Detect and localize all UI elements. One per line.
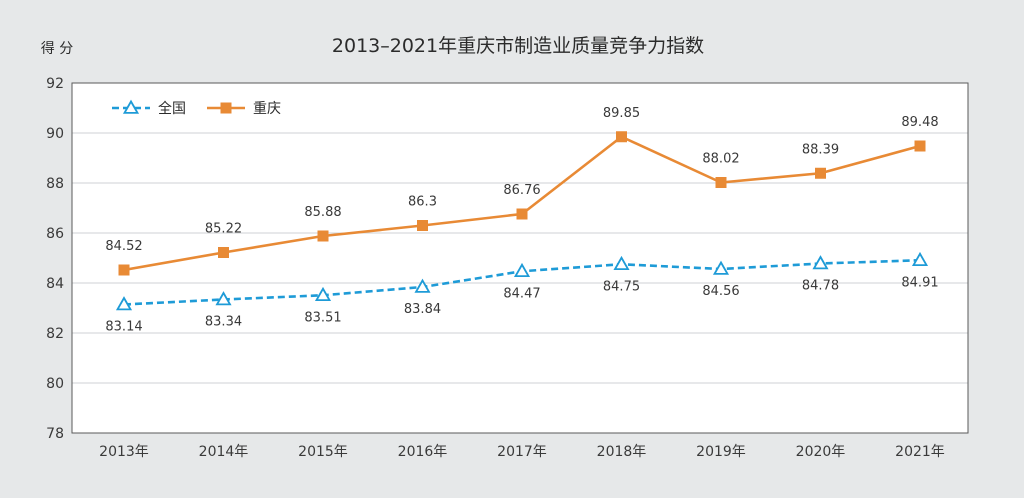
data-label: 84.52 [105,239,142,254]
data-label: 88.39 [802,142,839,157]
legend-label: 全国 [158,100,186,117]
data-label: 84.91 [901,275,938,290]
data-point [812,255,829,270]
data-label: 86.76 [503,183,540,198]
x-tick-label: 2021年 [895,444,945,460]
data-label: 84.47 [503,286,540,301]
data-point [414,278,431,293]
y-tick-label: 80 [46,376,64,392]
plot-border [71,82,969,434]
legend: 全国 重庆 [112,99,281,117]
data-label: 83.14 [105,320,142,335]
data-label: 84.56 [702,284,739,299]
chart-title: 2013–2021年重庆市制造业质量竞争力指数 [332,35,704,57]
y-tick-label: 90 [46,126,64,142]
y-tick-label: 78 [46,426,64,442]
data-point [815,167,826,179]
x-tick-label: 2019年 [696,444,746,460]
legend-item: 重庆 [207,101,281,117]
data-point [215,291,232,306]
data-point [712,260,730,275]
y-tick-label: 86 [46,226,64,242]
data-point [317,230,329,242]
data-point [516,208,528,220]
y-tick-label: 92 [46,76,64,92]
data-label: 83.51 [304,310,341,325]
y-tick-label: 82 [46,326,64,342]
y-axis-label: 得 分 [41,40,73,57]
data-label: 85.88 [304,205,341,220]
x-tick-label: 2016年 [398,444,448,460]
data-point [314,286,332,302]
data-label: 84.75 [603,279,640,294]
data-point [218,247,229,258]
x-tick-label: 2014年 [199,444,249,460]
x-tick-label: 2018年 [597,444,647,460]
data-label: 85.22 [205,222,242,237]
legend-marker [122,99,140,114]
y-tick-label: 88 [46,176,64,192]
plot-background [72,83,968,433]
legend-marker [220,102,232,114]
x-tick-label: 2017年 [497,444,547,460]
plot-area: 78 80 82 84 86 88 90 92 2013年 2014年 2015年 2016年 2017… [46,76,969,460]
data-label: 86.3 [408,195,437,210]
data-point [911,251,929,267]
legend-label: 重庆 [253,101,281,117]
data-label: 88.02 [702,152,739,167]
data-point [715,177,727,188]
data-label: 83.34 [205,315,242,330]
x-tick-label: 2015年 [298,444,348,460]
data-point [417,220,428,231]
data-point [613,255,630,271]
legend-item: 全国 [112,99,186,117]
data-point [616,131,627,143]
x-tick-label: 2013年 [99,444,149,460]
data-label: 89.48 [901,115,938,130]
data-label: 84.78 [802,279,839,294]
data-point [118,264,130,276]
data-label: 89.85 [603,106,640,121]
data-point [513,262,531,278]
series-chongqing: 84.52 85.22 85.88 86.3 86.76 89.85 88.02 88.39 8… [105,106,939,276]
series-national: 83.14 83.34 83.51 83.84 84.47 84.75 84.56 84.78… [105,251,939,335]
y-tick-label: 84 [46,276,64,292]
data-point [914,140,926,152]
data-label: 83.84 [404,302,441,317]
data-point [115,296,133,311]
x-tick-label: 2020年 [796,444,846,460]
